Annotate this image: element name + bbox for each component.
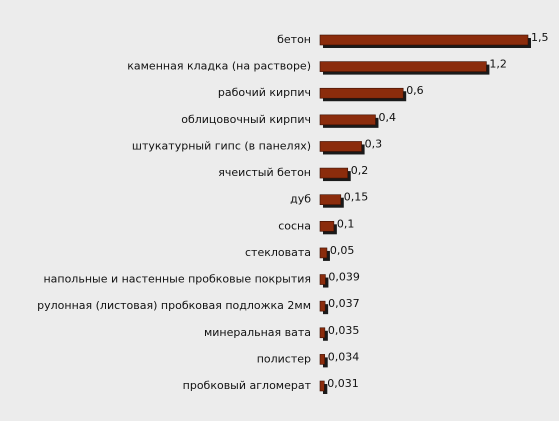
value-label: 1,5 <box>531 31 549 44</box>
value-label: 1,2 <box>489 58 507 71</box>
value-label: 0,035 <box>328 324 360 337</box>
bar <box>319 141 362 152</box>
bar-shadow <box>323 304 329 315</box>
category-label: напольные и настенные пробковые покрытия <box>43 273 311 286</box>
category-label: стекловата <box>245 246 311 259</box>
value-label: 0,6 <box>406 84 424 97</box>
bar <box>319 274 326 285</box>
value-label: 0,031 <box>327 377 359 390</box>
bar-shadow <box>323 330 328 341</box>
value-label: 0,039 <box>328 271 360 284</box>
bar <box>319 87 404 99</box>
bar-shadow <box>323 357 328 368</box>
bar <box>319 221 335 232</box>
bar <box>319 247 328 259</box>
category-label: сосна <box>278 219 311 232</box>
category-label: каменная кладка (на растворе) <box>127 60 311 73</box>
bar <box>319 300 326 312</box>
bar <box>319 114 376 126</box>
category-label: минеральная вата <box>204 326 311 339</box>
bar <box>319 354 326 365</box>
value-label: 0,1 <box>337 217 355 230</box>
category-label: рулонная (листовая) пробковая подложка 2… <box>37 299 311 312</box>
value-label: 0,15 <box>344 191 369 204</box>
category-label: облицовочный кирпич <box>181 113 311 126</box>
value-label: 0,034 <box>328 350 360 363</box>
value-label: 0,05 <box>330 244 355 257</box>
value-label: 0,3 <box>365 137 383 150</box>
bar <box>319 327 326 339</box>
bar <box>319 61 487 72</box>
category-label: ячеистый бетон <box>218 166 311 179</box>
bar <box>319 380 325 392</box>
category-label: пробковый агломерат <box>183 379 312 392</box>
bar <box>319 194 342 205</box>
category-label: штукатурный гипс (в панелях) <box>132 139 311 152</box>
value-label: 0,2 <box>351 164 369 177</box>
bar-shadow <box>323 384 328 394</box>
bar <box>319 167 349 179</box>
bar <box>319 34 529 46</box>
category-label: полистер <box>257 352 311 365</box>
category-label: дуб <box>290 193 311 206</box>
category-label: рабочий кирпич <box>218 86 311 99</box>
category-label: бетон <box>277 33 311 46</box>
value-label: 0,037 <box>328 297 360 310</box>
value-label: 0,4 <box>378 111 396 124</box>
